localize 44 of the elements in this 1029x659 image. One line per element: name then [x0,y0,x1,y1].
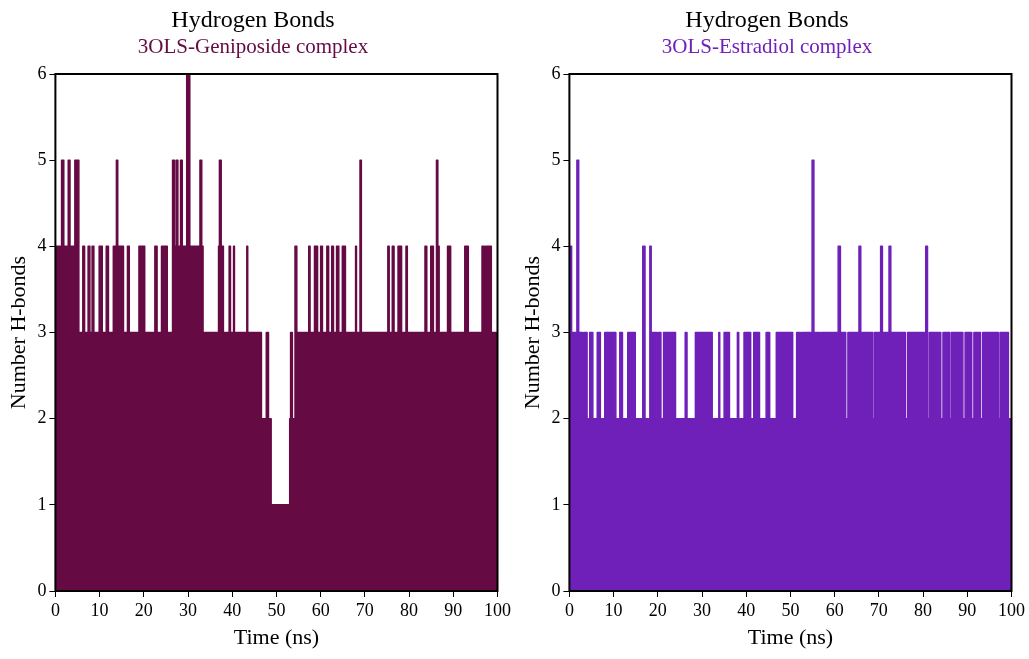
x-tick-label: 80 [400,599,419,620]
chart-title: Hydrogen Bonds [171,5,335,32]
x-tick-label: 70 [355,599,374,620]
x-tick-label: 0 [50,599,60,620]
x-tick-label: 40 [737,599,756,620]
x-tick-label: 50 [267,599,286,620]
x-tick-label: 10 [604,599,623,620]
x-tick-label: 20 [648,599,667,620]
x-tick-label: 20 [134,599,153,620]
y-tick-label: 1 [551,493,561,514]
x-tick-label: 40 [223,599,242,620]
x-tick-label: 90 [444,599,463,620]
x-tick-label: 60 [825,599,844,620]
y-tick-label: 0 [37,579,47,600]
y-tick-label: 4 [551,235,561,256]
y-tick-label: 3 [551,321,561,342]
y-tick-label: 5 [37,148,47,169]
y-tick-label: 5 [551,148,561,169]
x-tick-label: 100 [998,599,1025,620]
x-tick-label: 30 [693,599,712,620]
x-tick-label: 90 [958,599,977,620]
x-tick-label: 100 [484,599,511,620]
x-tick-label: 80 [914,599,933,620]
chart-subtitle: 3OLS-Estradiol complex [661,33,873,58]
x-tick-label: 70 [869,599,888,620]
y-tick-label: 6 [37,62,47,83]
x-axis-title: Time (ns) [747,623,834,649]
x-tick-label: 60 [311,599,330,620]
x-axis-title: Time (ns) [233,623,320,649]
y-tick-label: 1 [37,493,47,514]
x-tick-label: 50 [781,599,800,620]
y-tick-label: 4 [37,235,47,256]
x-tick-label: 10 [90,599,109,620]
y-tick-label: 2 [551,407,561,428]
x-tick-label: 0 [564,599,574,620]
y-tick-label: 0 [551,579,561,600]
y-tick-label: 3 [37,321,47,342]
y-tick-label: 2 [37,407,47,428]
y-tick-label: 6 [551,62,561,83]
y-axis-title: Number H-bonds [518,255,544,410]
x-tick-label: 30 [179,599,198,620]
y-axis-title: Number H-bonds [4,255,30,410]
chart-subtitle: 3OLS-Geniposide complex [137,33,369,58]
chart-title: Hydrogen Bonds [685,5,849,32]
